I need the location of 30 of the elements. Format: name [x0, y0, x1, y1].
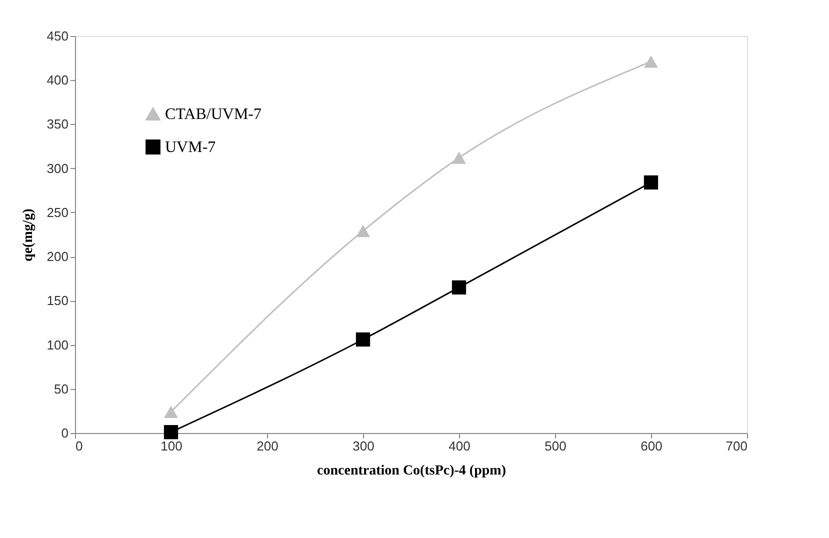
point [644, 175, 658, 190]
y-tick-label: 350 [46, 116, 68, 132]
x-tick-label: 500 [544, 438, 566, 454]
point [356, 224, 370, 238]
point [452, 280, 466, 295]
y-tick-label: 300 [46, 160, 68, 176]
y-tick-label: 450 [46, 28, 68, 44]
point [164, 406, 178, 418]
x-tick-label: 200 [256, 438, 278, 454]
x-tick-label: 0 [76, 438, 83, 454]
y-tick-label: 400 [46, 72, 68, 88]
x-tick-label: 100 [160, 438, 182, 454]
point [644, 55, 658, 68]
y-tick-label: 200 [46, 249, 68, 264]
point [164, 425, 178, 440]
legend-label: UVM-7 [165, 139, 216, 156]
x-tick-label: 700 [726, 438, 748, 454]
y-tick-label: 150 [46, 293, 68, 308]
point [356, 332, 370, 347]
x-axis-title: concentration Co(tsPc)-4 (ppm) [317, 464, 506, 478]
x-tick-label: 300 [352, 438, 374, 454]
x-tick-label: 400 [448, 438, 470, 454]
y-tick-label: 0 [61, 426, 68, 440]
y-tick-label: 50 [54, 381, 68, 396]
legend-label: CTAB/UVM-7 [165, 106, 262, 123]
y-tick-label: 250 [46, 204, 68, 220]
y-tick-label: 100 [46, 337, 68, 352]
y-axis-title: qe(mg/g) [20, 208, 36, 262]
point [452, 152, 466, 164]
x-tick-label: 600 [640, 438, 662, 454]
